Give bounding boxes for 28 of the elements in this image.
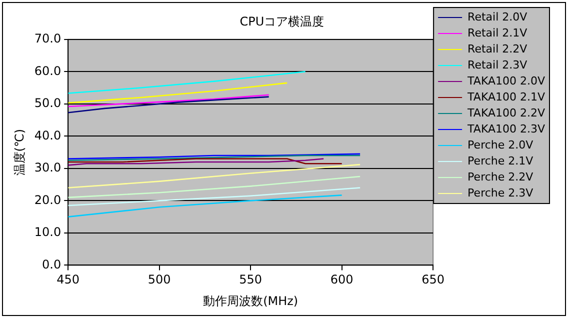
x-tick-label: 650 [422,272,445,287]
legend-label: TAKA100 2.0V [466,74,546,88]
legend-label: Retail 2.1V [468,26,528,40]
y-axis-title: 温度(℃) [12,128,26,176]
x-tick-label: 450 [56,272,80,287]
y-tick-label: 40.0 [34,128,62,142]
legend-label: Perche 2.3V [468,186,534,200]
legend-label: Retail 2.0V [468,10,528,24]
legend-label: TAKA100 2.1V [466,90,546,104]
legend-label: Perche 2.2V [468,170,534,184]
x-tick-label: 550 [239,272,262,287]
y-tick-label: 30.0 [34,160,62,175]
legend-label: Retail 2.3V [468,58,528,72]
legend-label: Retail 2.2V [468,42,528,56]
y-tick-label: 20.0 [34,192,62,207]
legend-label: Perche 2.1V [468,154,534,168]
x-axis-title: 動作周波数(MHz) [203,294,298,308]
legend-label: Perche 2.0V [468,138,534,152]
x-tick-label: 600 [330,272,354,287]
y-tick-label: 50.0 [34,96,62,110]
y-tick-label: 60.0 [34,64,62,78]
x-tick-label: 500 [148,272,171,287]
legend-label: TAKA100 2.3V [466,122,546,136]
y-tick-label: 10.0 [34,225,62,240]
y-tick-label: 70.0 [34,32,62,46]
y-tick-label: 0.0 [42,257,62,272]
chart-title: CPUコア横温度 [240,14,324,28]
legend-label: TAKA100 2.2V [466,106,546,120]
